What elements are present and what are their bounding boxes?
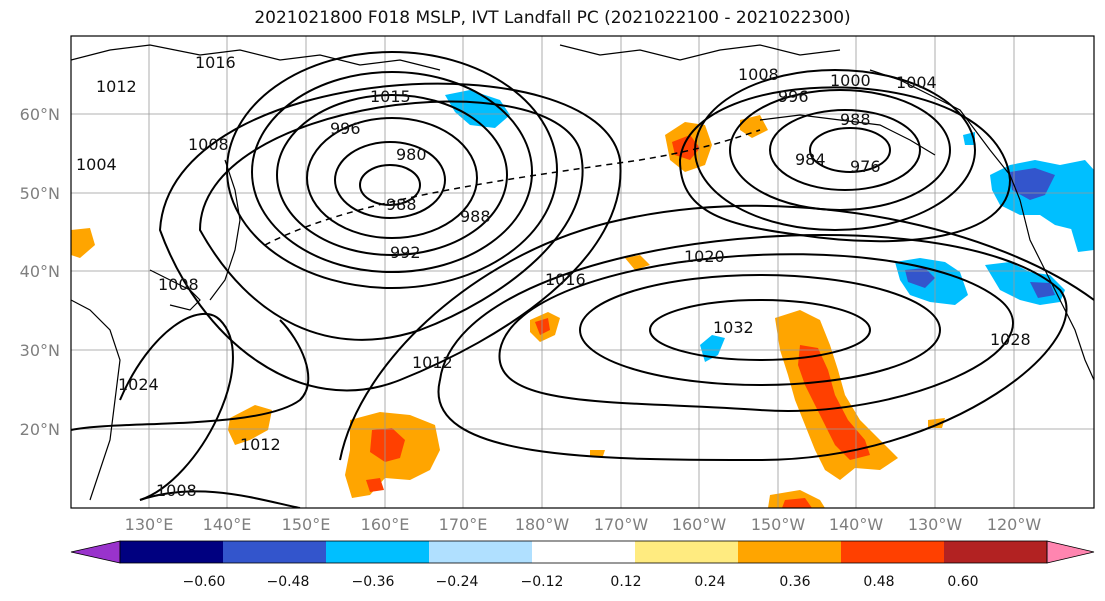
contour-label: 980 — [396, 145, 427, 164]
contour-label: 1028 — [990, 330, 1031, 349]
contour-label: 1008 — [738, 65, 779, 84]
contour-label: 1015 — [370, 87, 411, 106]
lon-label: 170°E — [439, 515, 488, 534]
colorbar-segment — [635, 541, 739, 563]
contour-label: 1008 — [156, 481, 197, 500]
contour-label: 996 — [778, 87, 809, 106]
contour-label: 1016 — [545, 270, 586, 289]
contour-label: 1008 — [188, 135, 229, 154]
contour-label: 988 — [840, 110, 871, 129]
lon-label: 150°E — [282, 515, 331, 534]
colorbar-segment — [223, 541, 327, 563]
contour-label: 1004 — [896, 73, 937, 92]
contour-label: 976 — [850, 157, 881, 176]
contour-label: 988 — [386, 195, 417, 214]
lat-label: 50°N — [20, 184, 60, 203]
colorbar-extend-low — [70, 540, 121, 564]
contour-label: 996 — [330, 119, 361, 138]
contour-label: 1008 — [158, 275, 199, 294]
colorbar-tick-label: 0.36 — [779, 574, 810, 590]
lat-label: 60°N — [20, 105, 60, 124]
contour-label: 1004 — [76, 155, 117, 174]
lat-label: 20°N — [20, 420, 60, 439]
map-layer: 988 980 996 1015 988 992 1016 1020 1032 … — [71, 36, 1094, 508]
lon-label: 140°W — [829, 515, 884, 534]
colorbar-segment — [738, 541, 842, 563]
lon-label: 180°W — [515, 515, 570, 534]
contour-label: 988 — [460, 207, 491, 226]
contour-label: 984 — [795, 150, 826, 169]
lat-label: 40°N — [20, 262, 60, 281]
lon-label: 170°W — [594, 515, 649, 534]
latitude-labels: 60°N 50°N 40°N 30°N 20°N — [20, 105, 60, 439]
contour-label: 1020 — [684, 247, 725, 266]
colorbar-tick-label: 0.60 — [947, 574, 978, 590]
map-border — [70, 35, 1095, 509]
colorbar-segment — [429, 541, 533, 563]
contour-label: 1000 — [830, 71, 871, 90]
colorbar-tick-label: −0.12 — [521, 574, 564, 590]
contour-label: 992 — [390, 243, 421, 262]
colorbar-tick-label: −0.60 — [183, 574, 226, 590]
colorbar-segment — [532, 541, 636, 563]
lon-label: 140°E — [203, 515, 252, 534]
colorbar-tick-label: −0.24 — [436, 574, 479, 590]
colorbar-tick-label: −0.36 — [352, 574, 395, 590]
colorbar-tick-label: −0.48 — [267, 574, 310, 590]
coastlines — [71, 44, 1094, 501]
contour-label: 1032 — [713, 318, 754, 337]
colorbar-ticks: −0.60 −0.48 −0.36 −0.24 −0.12 0.12 0.24 … — [183, 574, 979, 590]
colorbar-extend-high — [1046, 540, 1095, 564]
mslp-contours — [71, 51, 1094, 508]
contour-label: 1016 — [195, 53, 236, 72]
lat-label: 30°N — [20, 341, 60, 360]
lon-label: 130°E — [125, 515, 174, 534]
lon-label: 130°W — [908, 515, 963, 534]
colorbar-border — [119, 540, 1048, 564]
colorbar-tick-label: 0.48 — [863, 574, 894, 590]
contour-label: 1012 — [412, 353, 453, 372]
contour-labels: 988 980 996 1015 988 992 1016 1020 1032 … — [76, 53, 1031, 500]
lon-label: 160°W — [672, 515, 727, 534]
colorbar-segment — [326, 541, 430, 563]
chart-title: 2021021800 F018 MSLP, IVT Landfall PC (2… — [254, 8, 851, 28]
colorbar-tick-label: 0.24 — [694, 574, 725, 590]
lon-label: 160°E — [361, 515, 410, 534]
contour-label: 1024 — [118, 375, 159, 394]
colorbar-segment — [120, 541, 224, 563]
longitude-labels: 130°E 140°E 150°E 160°E 170°E 180°W 170°… — [125, 515, 1042, 534]
colorbar-tick-label: 0.12 — [610, 574, 641, 590]
lon-label: 120°W — [987, 515, 1042, 534]
lon-label: 150°W — [751, 515, 806, 534]
contour-label: 1012 — [240, 435, 281, 454]
colorbar — [70, 540, 1095, 564]
colorbar-segment — [841, 541, 945, 563]
ivt-negative-shading — [445, 90, 1094, 362]
contour-label: 1012 — [96, 77, 137, 96]
colorbar-segment — [944, 541, 1048, 563]
storm-track — [264, 129, 761, 246]
